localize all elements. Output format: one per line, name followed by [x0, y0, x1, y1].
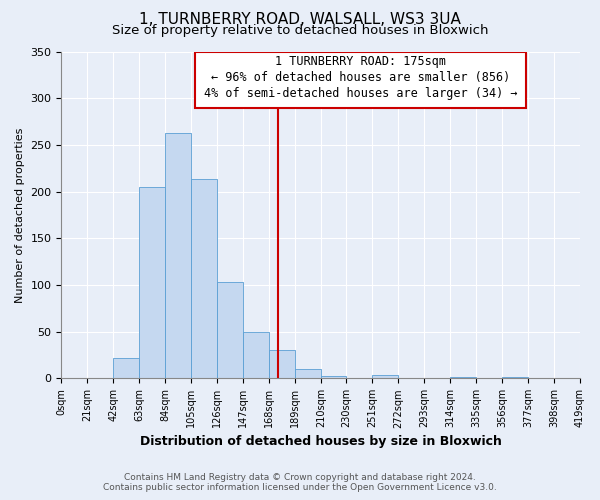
Bar: [322, 376, 346, 378]
Bar: [244, 332, 269, 378]
Bar: [113, 358, 139, 378]
Text: Size of property relative to detached houses in Bloxwich: Size of property relative to detached ho…: [112, 24, 488, 37]
Bar: [166, 132, 191, 378]
Bar: [372, 374, 398, 378]
Text: 1 TURNBERRY ROAD: 175sqm: 1 TURNBERRY ROAD: 175sqm: [275, 55, 446, 68]
Bar: [139, 187, 166, 378]
X-axis label: Distribution of detached houses by size in Bloxwich: Distribution of detached houses by size …: [140, 434, 502, 448]
Text: ← 96% of detached houses are smaller (856): ← 96% of detached houses are smaller (85…: [211, 71, 510, 84]
Text: Contains HM Land Registry data © Crown copyright and database right 2024.
Contai: Contains HM Land Registry data © Crown c…: [103, 473, 497, 492]
Bar: [295, 369, 322, 378]
Bar: [195, 52, 526, 108]
Bar: [269, 350, 295, 378]
Text: 1, TURNBERRY ROAD, WALSALL, WS3 3UA: 1, TURNBERRY ROAD, WALSALL, WS3 3UA: [139, 12, 461, 28]
Bar: [191, 180, 217, 378]
Text: 4% of semi-detached houses are larger (34) →: 4% of semi-detached houses are larger (3…: [203, 88, 517, 101]
Y-axis label: Number of detached properties: Number of detached properties: [15, 127, 25, 302]
Bar: [217, 282, 244, 378]
